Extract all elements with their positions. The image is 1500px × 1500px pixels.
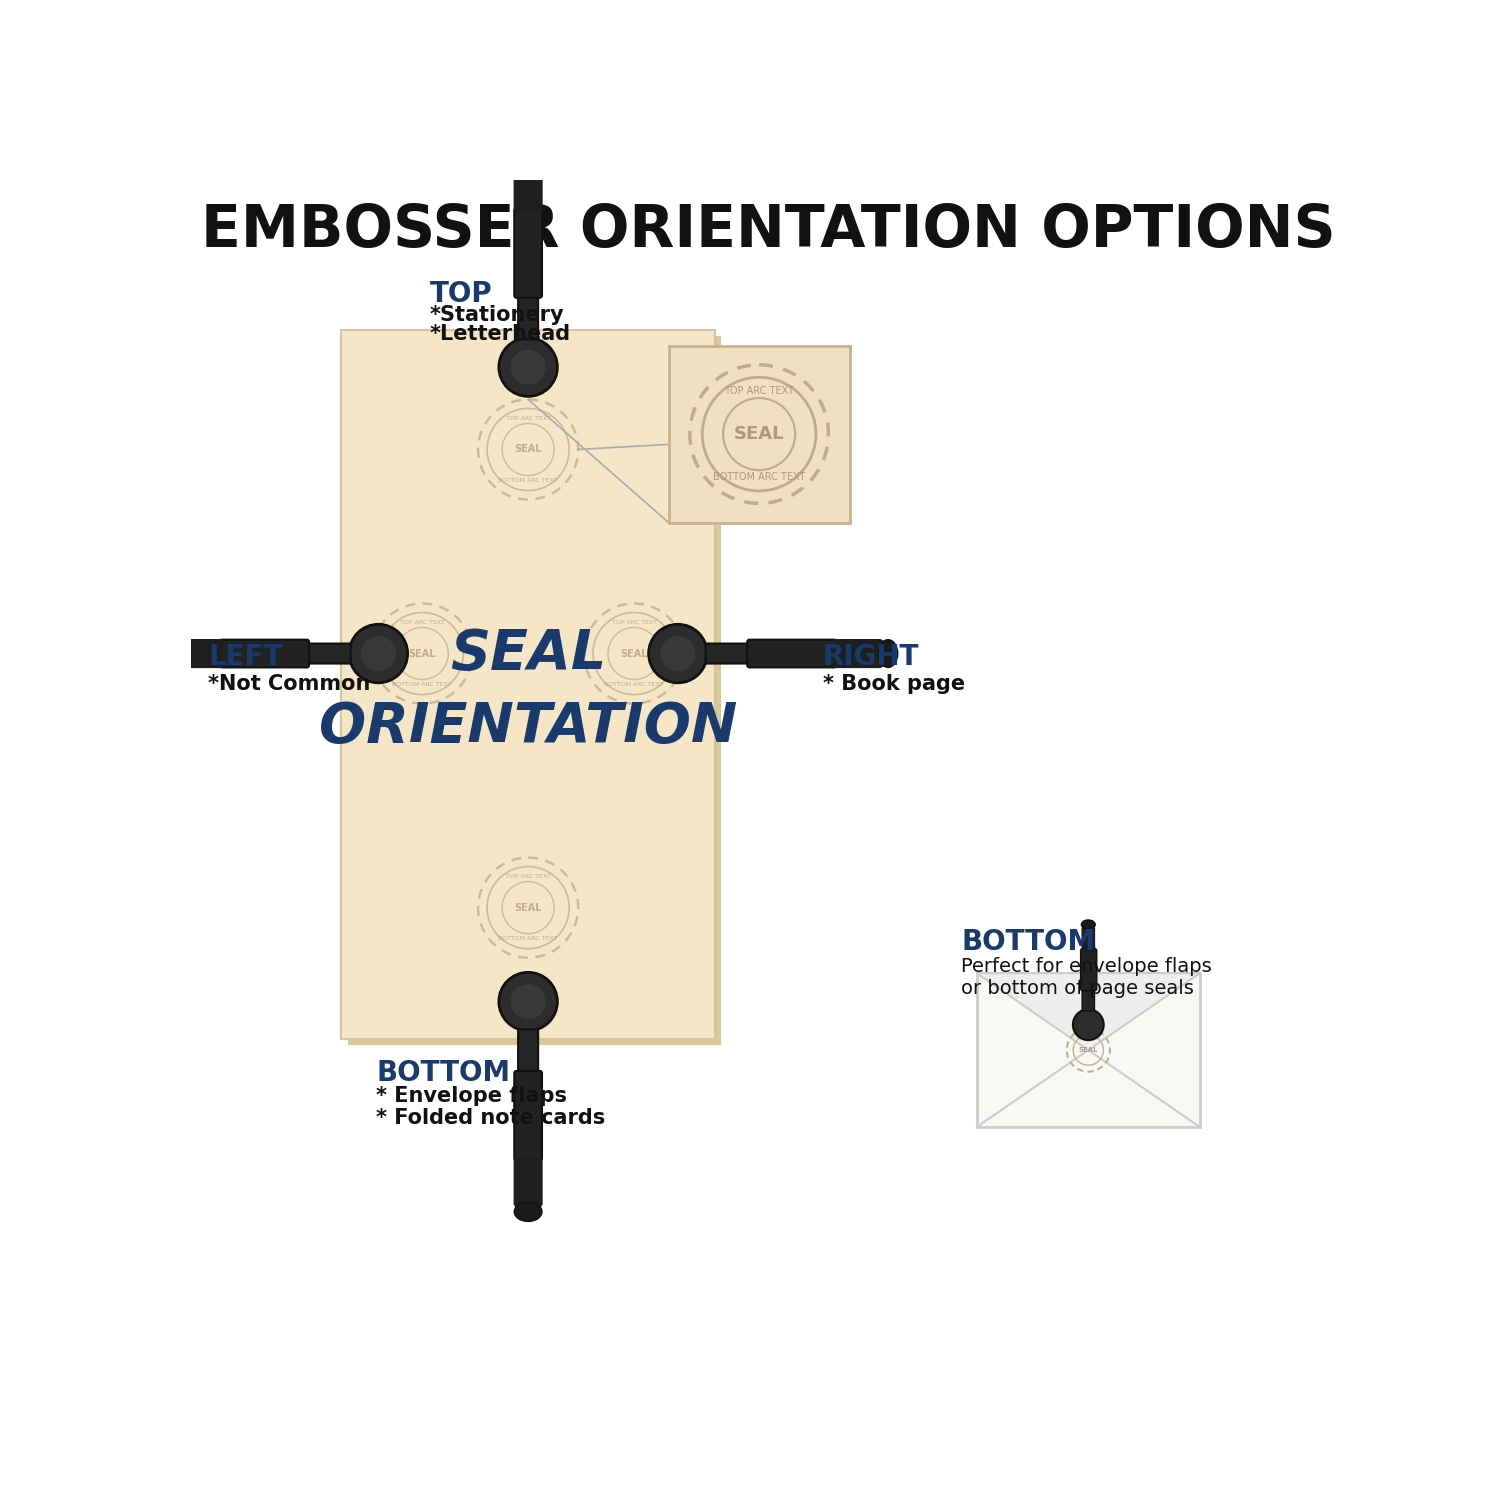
Text: TOP: TOP [430,280,492,308]
Text: BOTTOM: BOTTOM [376,1059,510,1088]
Text: RIGHT: RIGHT [822,644,920,672]
Circle shape [350,624,408,682]
FancyBboxPatch shape [1082,987,1095,1011]
Text: *Stationery: *Stationery [430,304,564,326]
Text: BOTTOM: BOTTOM [962,928,1095,957]
Text: LEFT: LEFT [209,644,282,672]
Polygon shape [514,1158,541,1220]
Circle shape [510,350,546,384]
Text: * Envelope flaps: * Envelope flaps [376,1086,567,1107]
Text: SEAL: SEAL [621,648,648,658]
Circle shape [500,972,558,1030]
FancyBboxPatch shape [348,336,722,1044]
Polygon shape [976,974,1200,1050]
FancyBboxPatch shape [747,639,837,668]
Text: BOTTOM ARC TEXT: BOTTOM ARC TEXT [498,478,558,483]
Text: TOP ARC TEXT: TOP ARC TEXT [506,416,550,422]
Ellipse shape [1082,920,1095,928]
FancyBboxPatch shape [976,974,1200,1126]
Text: TOP ARC TEXT: TOP ARC TEXT [400,620,444,626]
Circle shape [660,636,696,670]
FancyBboxPatch shape [219,639,309,668]
Circle shape [362,636,396,670]
Ellipse shape [514,1202,541,1221]
Ellipse shape [514,147,541,166]
Text: SEAL: SEAL [408,648,436,658]
Text: BOTTOM ARC TEXT: BOTTOM ARC TEXT [712,472,806,482]
Circle shape [648,624,706,682]
Text: BOTTOM ARC TEXT: BOTTOM ARC TEXT [498,936,558,940]
Text: or bottom of page seals: or bottom of page seals [962,980,1194,998]
Text: *Not Common: *Not Common [209,675,370,694]
Text: TOP ARC TEXT: TOP ARC TEXT [612,620,657,626]
Circle shape [500,338,558,396]
Text: * Folded note cards: * Folded note cards [376,1108,606,1128]
Text: ORIENTATION: ORIENTATION [320,699,738,753]
FancyBboxPatch shape [518,1029,538,1074]
Circle shape [1072,1010,1104,1040]
Text: SEAL: SEAL [450,627,606,681]
Text: SEAL: SEAL [514,903,541,912]
Text: *Letterhead: *Letterhead [430,324,572,344]
FancyBboxPatch shape [518,294,538,339]
Text: TOP ARC TEXT: TOP ARC TEXT [724,386,794,396]
Circle shape [510,984,546,1018]
Polygon shape [834,639,896,668]
Text: * Book page: * Book page [822,675,965,694]
FancyBboxPatch shape [705,644,752,663]
Text: SEAL: SEAL [514,444,541,454]
FancyBboxPatch shape [342,330,716,1038]
FancyBboxPatch shape [514,209,541,298]
Text: SEAL: SEAL [734,424,784,442]
Polygon shape [1082,921,1095,951]
Ellipse shape [879,639,897,668]
Text: BOTTOM ARC TEXT: BOTTOM ARC TEXT [393,682,452,687]
Text: SEAL: SEAL [1078,1047,1098,1053]
FancyBboxPatch shape [1080,948,1096,992]
Polygon shape [160,639,222,668]
FancyBboxPatch shape [304,644,351,663]
FancyBboxPatch shape [514,1071,541,1160]
Text: Perfect for envelope flaps: Perfect for envelope flaps [962,957,1212,976]
Polygon shape [514,148,541,211]
FancyBboxPatch shape [669,345,849,522]
Text: BOTTOM ARC TEXT: BOTTOM ARC TEXT [604,682,663,687]
Text: TOP ARC TEXT: TOP ARC TEXT [506,874,550,879]
Ellipse shape [159,639,178,668]
Text: EMBOSSER ORIENTATION OPTIONS: EMBOSSER ORIENTATION OPTIONS [201,201,1336,258]
